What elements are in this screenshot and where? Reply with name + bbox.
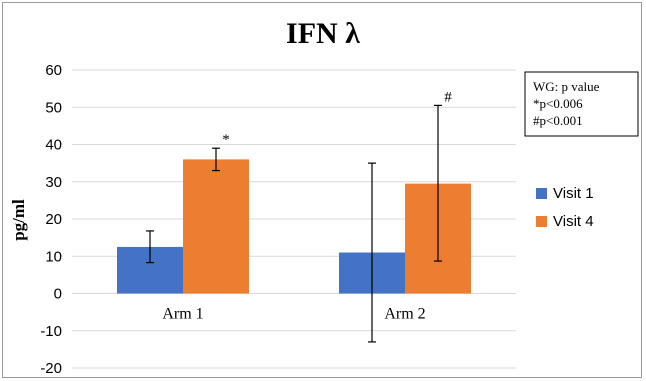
chart-frame xyxy=(2,2,642,378)
significance-annotations: *# xyxy=(222,89,452,148)
annotation-marker: * xyxy=(222,132,230,148)
category-label: Arm 1 xyxy=(162,306,203,323)
note-box-line: #p<0.001 xyxy=(533,113,583,128)
error-bars xyxy=(146,104,442,343)
bars xyxy=(117,159,471,294)
category-labels: Arm 1 Arm 2 xyxy=(162,306,425,323)
legend-swatch xyxy=(536,188,547,199)
chart-title: IFN λ xyxy=(286,17,360,50)
legend-swatch xyxy=(536,216,547,227)
legend-label: Visit 4 xyxy=(553,213,594,230)
p-value-note-box: WG: p value *p<0.006 #p<0.001 xyxy=(524,71,639,137)
legend-label: Visit 1 xyxy=(553,185,594,202)
y-axis-ticks: -20 -10 0 10 20 30 40 50 60 xyxy=(40,62,62,377)
bar-visit-4-arm-1 xyxy=(183,159,249,294)
note-box-border xyxy=(524,71,639,137)
gridlines xyxy=(72,69,516,369)
y-tick-label: 30 xyxy=(45,174,62,191)
y-tick-label: 50 xyxy=(45,99,62,116)
y-tick-label: 40 xyxy=(45,137,62,154)
y-tick-label: -10 xyxy=(40,323,62,340)
y-axis-label: pg/ml xyxy=(9,199,28,241)
y-tick-label: 10 xyxy=(45,248,62,265)
y-tick-label: 0 xyxy=(54,286,62,303)
category-label: Arm 2 xyxy=(384,306,425,323)
note-box-line: WG: p value xyxy=(533,79,600,94)
legend: Visit 1 Visit 4 xyxy=(536,185,594,230)
note-box-line: *p<0.006 xyxy=(533,96,583,111)
y-tick-label: 60 xyxy=(45,62,62,79)
y-tick-label: -20 xyxy=(40,360,62,377)
annotation-marker: # xyxy=(444,89,452,105)
y-tick-label: 20 xyxy=(45,211,62,228)
